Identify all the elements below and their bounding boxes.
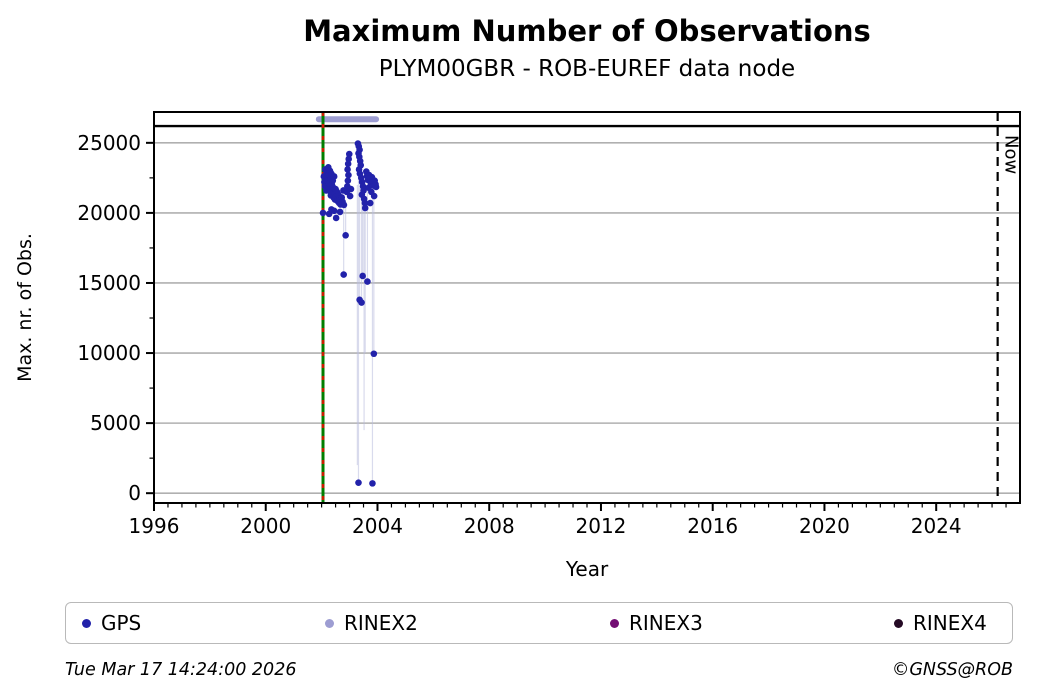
- legend-item-gps: GPS: [82, 613, 141, 633]
- legend: GPS RINEX2 RINEX3 RINEX4: [65, 602, 1013, 644]
- gps-point: [340, 201, 348, 209]
- x-tick-label: 2000: [240, 514, 291, 538]
- gps-point: [346, 192, 354, 200]
- gps-point: [332, 214, 340, 222]
- rinex3-legend-dot: [610, 618, 619, 628]
- rinex4-legend-dot: [894, 618, 903, 628]
- y-tick-label: 15000: [77, 271, 141, 295]
- gps-point: [358, 299, 365, 306]
- y-tick-label: 10000: [77, 341, 141, 365]
- gps-point: [372, 183, 380, 191]
- y-tick-label: 20000: [77, 201, 141, 225]
- x-tick-label: 2008: [464, 514, 515, 538]
- gps-point: [330, 173, 338, 180]
- legend-label-gps: GPS: [101, 611, 142, 635]
- x-tick-label: 2016: [687, 514, 738, 538]
- gps-point: [344, 177, 352, 184]
- x-tick-label: 2004: [352, 514, 403, 538]
- gps-point: [369, 480, 376, 487]
- footer-timestamp: Tue Mar 17 14:24:00 2026: [65, 660, 297, 680]
- gps-point: [330, 207, 338, 215]
- gps-point: [340, 271, 347, 278]
- gps-point: [359, 272, 366, 280]
- chart-title: Maximum Number of Observations: [303, 14, 871, 48]
- y-tick-label: 0: [128, 481, 141, 505]
- legend-label-rinex2: RINEX2: [344, 611, 418, 635]
- x-tick-label: 2024: [911, 514, 962, 538]
- gps-point: [361, 204, 369, 212]
- legend-item-rinex4: RINEX4: [894, 613, 987, 633]
- legend-label-rinex4: RINEX4: [913, 611, 987, 635]
- gps-point: [345, 171, 352, 179]
- legend-label-rinex3: RINEX3: [629, 611, 703, 635]
- gps-point: [319, 209, 327, 217]
- y-axis-label: Max. nr. of Obs.: [14, 233, 36, 382]
- x-tick-label: 1996: [129, 514, 180, 538]
- gps-point: [345, 150, 353, 158]
- x-axis-label: Year: [565, 557, 609, 580]
- gps-point: [345, 155, 353, 163]
- rinex2-legend-dot: [325, 618, 334, 628]
- legend-item-rinex3: RINEX3: [610, 613, 703, 633]
- chart-header: Maximum Number of Observations PLYM00GBR…: [154, 0, 1020, 105]
- gps-point: [344, 166, 351, 173]
- gps-point: [336, 208, 344, 216]
- footer: Tue Mar 17 14:24:00 2026 ©GNSS@ROB: [65, 660, 1013, 680]
- footer-copyright: ©GNSS@ROB: [891, 660, 1013, 680]
- y-tick-label: 25000: [77, 131, 141, 155]
- gps-point: [366, 199, 374, 207]
- gps-point: [370, 350, 378, 358]
- gps-point: [364, 278, 371, 285]
- gps-point: [344, 160, 352, 168]
- gps-point: [347, 185, 355, 193]
- x-tick-label: 2012: [576, 514, 627, 538]
- gps-legend-dot: [82, 618, 91, 628]
- gps-point: [342, 232, 349, 239]
- chart-canvas: Now 1996 2000 2004 2008 2012 2016 2020 2024 0 5000…: [14, 111, 1022, 581]
- gps-point: [370, 192, 378, 200]
- plot-border: [153, 111, 1021, 504]
- y-tick-label: 5000: [90, 411, 141, 435]
- now-label: Now: [1001, 135, 1022, 174]
- x-tick-label: 2020: [799, 514, 850, 538]
- gps-point: [355, 479, 362, 486]
- gps-point: [361, 199, 369, 207]
- chart-subtitle: PLYM00GBR - ROB-EUREF data node: [378, 56, 796, 82]
- legend-item-rinex2: RINEX2: [325, 613, 418, 633]
